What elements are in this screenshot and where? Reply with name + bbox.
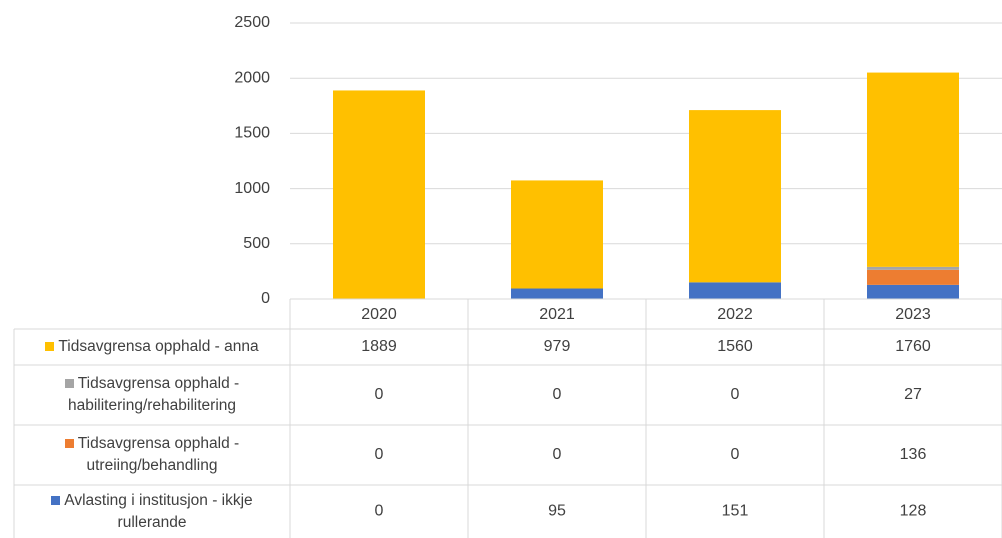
table-value: 0 xyxy=(731,446,740,463)
y-tick-label: 2500 xyxy=(234,14,270,31)
x-tick-label: 2023 xyxy=(895,306,931,323)
table-value: 1889 xyxy=(361,338,397,355)
table-value: 0 xyxy=(375,503,384,520)
table-value: 95 xyxy=(548,503,566,520)
legend-swatch xyxy=(64,439,74,449)
bar-segment xyxy=(689,110,781,283)
legend-label: Tidsavgrensa opphald - habilitering/reha… xyxy=(67,375,240,414)
table-value: 0 xyxy=(375,446,384,463)
bar-segment xyxy=(511,180,603,289)
x-tick-label: 2021 xyxy=(539,306,575,323)
table-value: 1560 xyxy=(717,338,753,355)
table-value: 136 xyxy=(900,446,927,463)
bar-segment xyxy=(867,266,959,270)
table-value: 0 xyxy=(375,386,384,403)
bar-segment xyxy=(867,72,959,267)
y-tick-label: 1000 xyxy=(234,180,270,197)
table-value: 151 xyxy=(722,503,749,520)
x-tick-label: 2022 xyxy=(717,306,753,323)
table-value: 979 xyxy=(544,338,571,355)
table-value: 27 xyxy=(904,386,922,403)
legend-swatch xyxy=(45,342,55,352)
legend-swatch xyxy=(64,379,74,389)
legend-text-wrap: Avlasting i institusjon - ikkje rulleran… xyxy=(22,490,282,534)
legend-swatch xyxy=(51,495,61,505)
legend-text-wrap: Tidsavgrensa opphald - anna xyxy=(45,336,259,358)
table-value: 0 xyxy=(553,446,562,463)
legend-label: Tidsavgrensa opphald - utreiing/behandli… xyxy=(77,435,240,474)
table-value: 128 xyxy=(900,503,927,520)
legend-text-wrap: Tidsavgrensa opphald - utreiing/behandli… xyxy=(22,433,282,477)
legend-entry: Tidsavgrensa opphald - utreiing/behandli… xyxy=(16,425,288,485)
y-tick-label: 2000 xyxy=(234,69,270,86)
bar-segment xyxy=(689,282,781,299)
bar-segment xyxy=(333,90,425,299)
table-value: 0 xyxy=(553,386,562,403)
y-tick-label: 0 xyxy=(261,290,270,307)
legend-label: Tidsavgrensa opphald - anna xyxy=(58,338,259,355)
legend-entry: Tidsavgrensa opphald - anna xyxy=(16,329,288,365)
x-tick-label: 2020 xyxy=(361,306,397,323)
legend-entry: Avlasting i institusjon - ikkje rulleran… xyxy=(16,485,288,538)
table-value: 1760 xyxy=(895,338,931,355)
bar-segment xyxy=(867,269,959,285)
legend-entry: Tidsavgrensa opphald - habilitering/reha… xyxy=(16,365,288,425)
bar-segment xyxy=(867,284,959,299)
legend-label: Avlasting i institusjon - ikkje rulleran… xyxy=(64,491,253,531)
bar-segment xyxy=(511,288,603,299)
y-tick-label: 1500 xyxy=(234,125,270,142)
table-value: 0 xyxy=(731,386,740,403)
y-tick-label: 500 xyxy=(243,235,270,252)
legend-text-wrap: Tidsavgrensa opphald - habilitering/reha… xyxy=(22,373,282,417)
